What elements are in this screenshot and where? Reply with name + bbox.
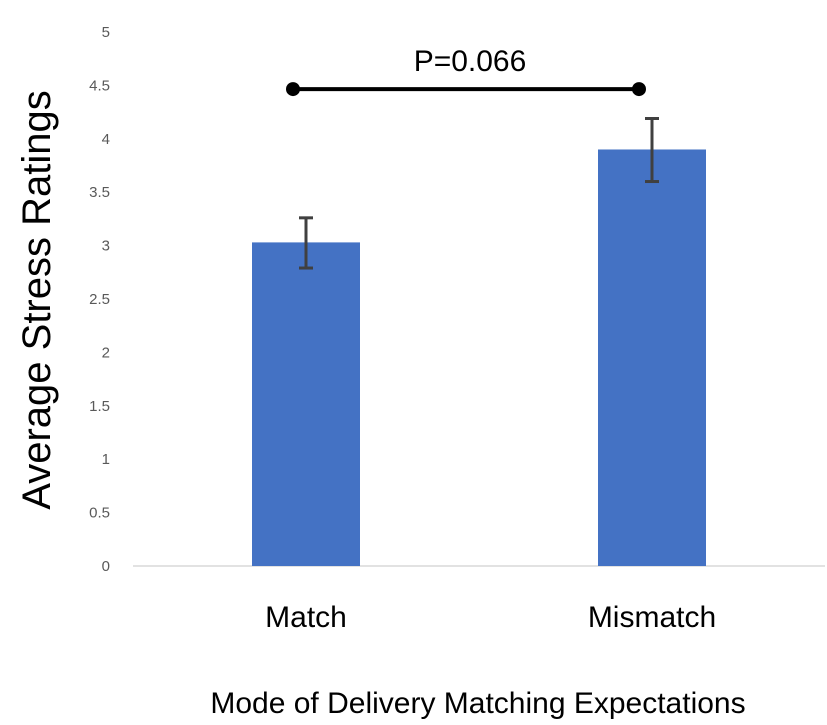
error-bars (299, 117, 659, 270)
bars (252, 149, 706, 567)
x-tick-label: Mismatch (588, 601, 716, 634)
y-tick-label: 3 (102, 238, 110, 255)
bracket-endpoint-left (286, 82, 300, 97)
p-value-annotation: P=0.066 (414, 45, 527, 78)
y-tick-label: 0.5 (89, 505, 110, 522)
y-axis-ticks: 0 0.5 1 1.5 2 2.5 3 3.5 4 4.5 5 (89, 24, 110, 575)
y-tick-label: 2.5 (89, 291, 110, 308)
y-tick-label: 0 (102, 558, 110, 575)
y-tick-label: 1 (102, 451, 110, 468)
y-tick-label: 2 (102, 344, 110, 361)
x-tick-label: Match (265, 601, 347, 634)
y-axis-label: Average Stress Ratings (15, 90, 59, 509)
y-tick-label: 3.5 (89, 184, 110, 201)
y-tick-label: 5 (102, 24, 110, 41)
y-tick-label: 4.5 (89, 77, 110, 94)
bracket-endpoint-right (632, 82, 646, 97)
bar-match (252, 242, 360, 566)
y-tick-label: 1.5 (89, 398, 110, 415)
y-tick-label: 4 (102, 131, 110, 148)
significance-bracket (286, 82, 646, 97)
bar-mismatch (598, 149, 706, 567)
error-bar-mismatch (645, 117, 659, 184)
x-axis-label: Mode of Delivery Matching Expectations (210, 687, 745, 720)
x-axis-ticks: Match Mismatch (265, 601, 716, 634)
error-bar-match (299, 216, 313, 270)
